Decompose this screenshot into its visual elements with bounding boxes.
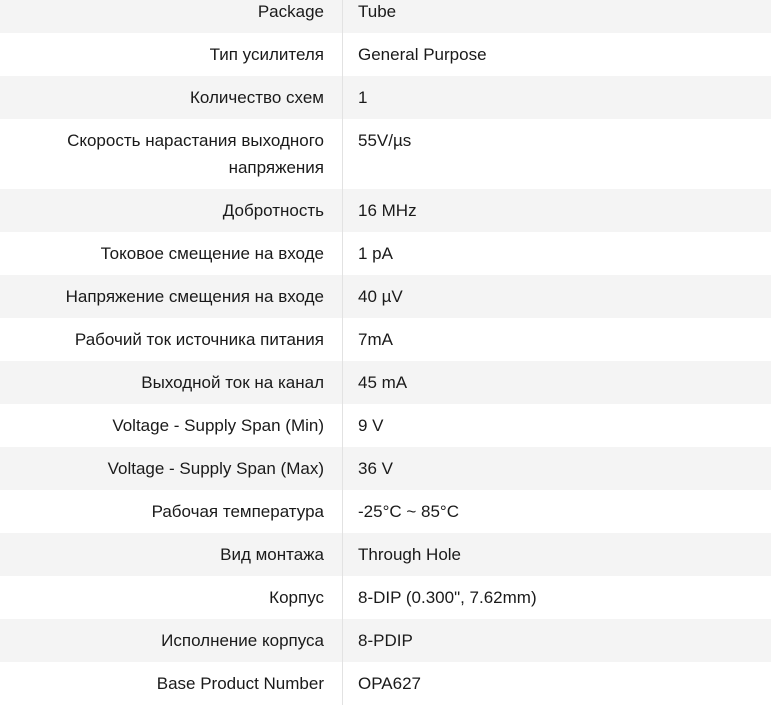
spec-value: 45 mA [358, 373, 408, 392]
spec-row: Добротность 16 MHz [0, 189, 771, 232]
spec-label: Рабочая температура [0, 490, 343, 533]
spec-value: 55V/µs [358, 131, 412, 150]
spec-label: Добротность [0, 189, 343, 232]
spec-label: Напряжение смещения на входе [0, 275, 343, 318]
spec-label: Количество схем [0, 76, 343, 119]
spec-label: Скорость нарастания выходного напряжения [0, 119, 343, 189]
spec-row: Скорость нарастания выходного напряжения… [0, 119, 771, 189]
spec-label: Исполнение корпуса [0, 619, 343, 662]
spec-value: 36 V [358, 459, 393, 478]
spec-row: Voltage - Supply Span (Max) 36 V [0, 447, 771, 490]
spec-row: Base Product Number OPA627 [0, 662, 771, 705]
spec-label: Voltage - Supply Span (Max) [0, 447, 343, 490]
spec-label: Корпус [0, 576, 343, 619]
spec-row: Тип усилителя General Purpose [0, 33, 771, 76]
spec-row: Выходной ток на канал 45 mA [0, 361, 771, 404]
spec-value: 1 pA [358, 244, 393, 263]
spec-value: 16 MHz [358, 201, 417, 220]
spec-label: Выходной ток на канал [0, 361, 343, 404]
spec-value: Through Hole [358, 545, 462, 564]
spec-value: 9 V [358, 416, 384, 435]
spec-value: 7mA [358, 330, 393, 349]
spec-label: Вид монтажа [0, 533, 343, 576]
spec-value: OPA627 [358, 674, 422, 693]
spec-label: Тип усилителя [0, 33, 343, 76]
spec-row: Корпус 8-DIP (0.300", 7.62mm) [0, 576, 771, 619]
spec-value: 8-DIP (0.300", 7.62mm) [358, 588, 537, 607]
spec-row: Количество схем 1 [0, 76, 771, 119]
spec-row: Вид монтажа Through Hole [0, 533, 771, 576]
spec-row: Voltage - Supply Span (Min) 9 V [0, 404, 771, 447]
spec-value: General Purpose [358, 45, 487, 64]
spec-value: 1 [358, 88, 368, 107]
spec-row: Исполнение корпуса 8-PDIP [0, 619, 771, 662]
spec-value: -25°C ~ 85°C [358, 502, 460, 521]
spec-row: Токовое смещение на входе 1 pA [0, 232, 771, 275]
spec-label: Токовое смещение на входе [0, 232, 343, 275]
spec-row: Package Tube [0, 0, 771, 33]
spec-label: Package [0, 0, 343, 33]
spec-value: 8-PDIP [358, 631, 413, 650]
spec-value: 40 µV [358, 287, 403, 306]
spec-label: Voltage - Supply Span (Min) [0, 404, 343, 447]
spec-row: Рабочий ток источника питания 7mA [0, 318, 771, 361]
spec-row: Напряжение смещения на входе 40 µV [0, 275, 771, 318]
spec-row: Рабочая температура -25°C ~ 85°C [0, 490, 771, 533]
spec-value: Tube [358, 2, 397, 21]
spec-label: Рабочий ток источника питания [0, 318, 343, 361]
spec-label: Base Product Number [0, 662, 343, 705]
